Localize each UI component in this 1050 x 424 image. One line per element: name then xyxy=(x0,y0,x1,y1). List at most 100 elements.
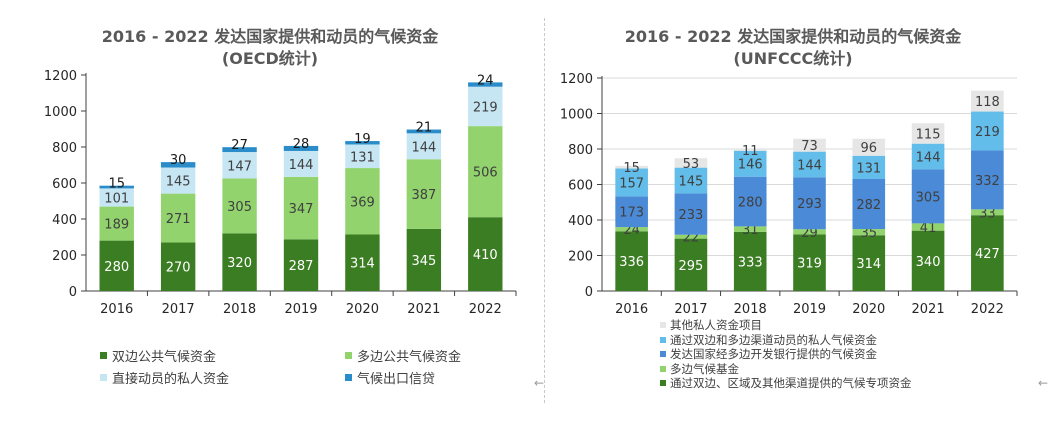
bar-segment xyxy=(615,227,648,232)
legend-swatch xyxy=(660,351,666,358)
y-tick-label: 1000 xyxy=(44,105,77,120)
bar-segment xyxy=(99,206,134,241)
bar-segment xyxy=(793,151,826,178)
data-label: 287 xyxy=(289,259,314,274)
bar-segment xyxy=(733,176,767,227)
bar-segment xyxy=(971,215,1004,291)
x-tick-label: 2019 xyxy=(284,302,317,317)
data-label: 29 xyxy=(801,226,818,241)
bar-segment xyxy=(406,129,442,134)
bar-segment xyxy=(283,150,319,177)
bar-segment xyxy=(911,169,945,224)
bar-segment xyxy=(468,126,503,218)
data-label: 41 xyxy=(920,221,937,236)
data-label: 73 xyxy=(801,139,818,154)
data-label: 280 xyxy=(104,260,129,275)
y-tick-label: 400 xyxy=(52,213,77,228)
data-label: 219 xyxy=(975,125,1000,140)
data-label: 35 xyxy=(861,226,878,241)
bar-segment xyxy=(283,145,319,151)
unfccc-chart-title: 2016 - 2022 发达国家提供和动员的气候资金 xyxy=(624,27,962,46)
bar-segment xyxy=(911,143,945,170)
data-label: 506 xyxy=(473,166,498,181)
data-label: 53 xyxy=(683,157,700,172)
data-label: 314 xyxy=(350,257,375,272)
x-tick-label: 2020 xyxy=(852,302,885,317)
x-tick-label: 2017 xyxy=(674,302,707,317)
bar-segment xyxy=(468,217,503,291)
oecd-chart-subtitle: (OECD统计) xyxy=(221,49,319,68)
data-label: 332 xyxy=(975,174,1000,189)
data-label: 305 xyxy=(916,190,941,205)
bar-segment xyxy=(971,209,1004,216)
oecd-chart-panel: 2016 - 2022 发达国家提供和动员的气候资金 (OECD统计) 0 200… xyxy=(0,26,544,390)
x-tick-label: 2021 xyxy=(912,302,945,317)
bar-segment xyxy=(345,168,380,235)
x-tick-label: 2020 xyxy=(346,302,379,317)
data-label: 219 xyxy=(473,100,498,115)
data-label: 115 xyxy=(916,127,941,142)
bar-segment xyxy=(406,159,442,229)
oecd-legend-item-bilateral: 双边公共气候资金 xyxy=(100,346,216,365)
panel-divider xyxy=(544,18,545,403)
oecd-chart-title-block: 2016 - 2022 发达国家提供和动员的气候资金 (OECD统计) xyxy=(0,26,540,70)
bar-segment xyxy=(406,133,442,160)
data-label: 147 xyxy=(227,159,252,174)
data-label: 293 xyxy=(797,197,822,212)
bar-segment xyxy=(222,178,257,234)
y-tick-label: 200 xyxy=(568,250,593,265)
bar-segment xyxy=(468,86,503,127)
bar-segment xyxy=(674,234,708,239)
bar-segment xyxy=(160,242,196,291)
data-label: 145 xyxy=(679,175,704,190)
data-label: 145 xyxy=(166,175,191,190)
bar-segment xyxy=(733,150,767,177)
x-tick-label: 2019 xyxy=(793,302,826,317)
data-label: 295 xyxy=(679,259,704,274)
y-tick-label: 600 xyxy=(568,179,593,194)
bar-segment xyxy=(674,238,708,291)
bar-segment xyxy=(793,177,826,230)
legend-swatch xyxy=(660,380,666,387)
unfccc-legend-item-bilateral-regional: 通过双边、区域及其他渠道提供的气候专项资金 xyxy=(660,376,912,391)
legend-swatch xyxy=(100,374,107,381)
legend-swatch xyxy=(660,322,666,329)
unfccc-legend: 其他私人资金项目 通过双边和多边渠道动员的私人气候资金 发达国家经多边开发银行提… xyxy=(660,318,912,391)
bar-segment xyxy=(615,196,648,228)
bar-segment xyxy=(160,193,196,243)
bar-segment xyxy=(283,239,319,291)
x-tick-label: 2018 xyxy=(734,302,767,317)
y-tick-label: 0 xyxy=(69,285,77,300)
data-label: 144 xyxy=(916,150,941,165)
bar-segment xyxy=(99,240,134,291)
data-label: 427 xyxy=(975,247,1000,262)
unfccc-legend-item-mobilised-private: 通过双边和多边渠道动员的私人气候资金 xyxy=(660,333,912,348)
bar-segment xyxy=(99,188,134,207)
bar-segment xyxy=(733,148,767,151)
data-label: 305 xyxy=(227,200,252,215)
oecd-legend-item-multilateral: 多边公共气候资金 xyxy=(345,346,461,365)
data-label: 189 xyxy=(104,218,129,233)
bar-segment xyxy=(283,176,319,240)
legend-swatch xyxy=(345,352,352,359)
data-label: 270 xyxy=(166,261,191,276)
data-label: 131 xyxy=(350,150,375,165)
data-label: 11 xyxy=(742,144,759,159)
data-label: 320 xyxy=(227,256,252,271)
x-tick-label: 2021 xyxy=(407,302,440,317)
legend-swatch xyxy=(345,374,352,381)
bar-segment xyxy=(345,234,380,291)
bar-segment xyxy=(674,158,708,168)
bar-segment xyxy=(971,111,1004,151)
bar-segment xyxy=(222,233,257,291)
bar-segment xyxy=(406,228,442,291)
data-label: 387 xyxy=(411,188,436,203)
bar-segment xyxy=(160,167,196,194)
x-tick-label: 2022 xyxy=(971,302,1004,317)
unfccc-chart-plot: 0200400600800100012002016336241731571520… xyxy=(560,72,1018,317)
data-label: 314 xyxy=(856,257,881,272)
data-label: 27 xyxy=(231,138,248,153)
data-label: 144 xyxy=(411,140,436,155)
bar-segment xyxy=(911,123,945,144)
data-label: 118 xyxy=(975,95,1000,110)
